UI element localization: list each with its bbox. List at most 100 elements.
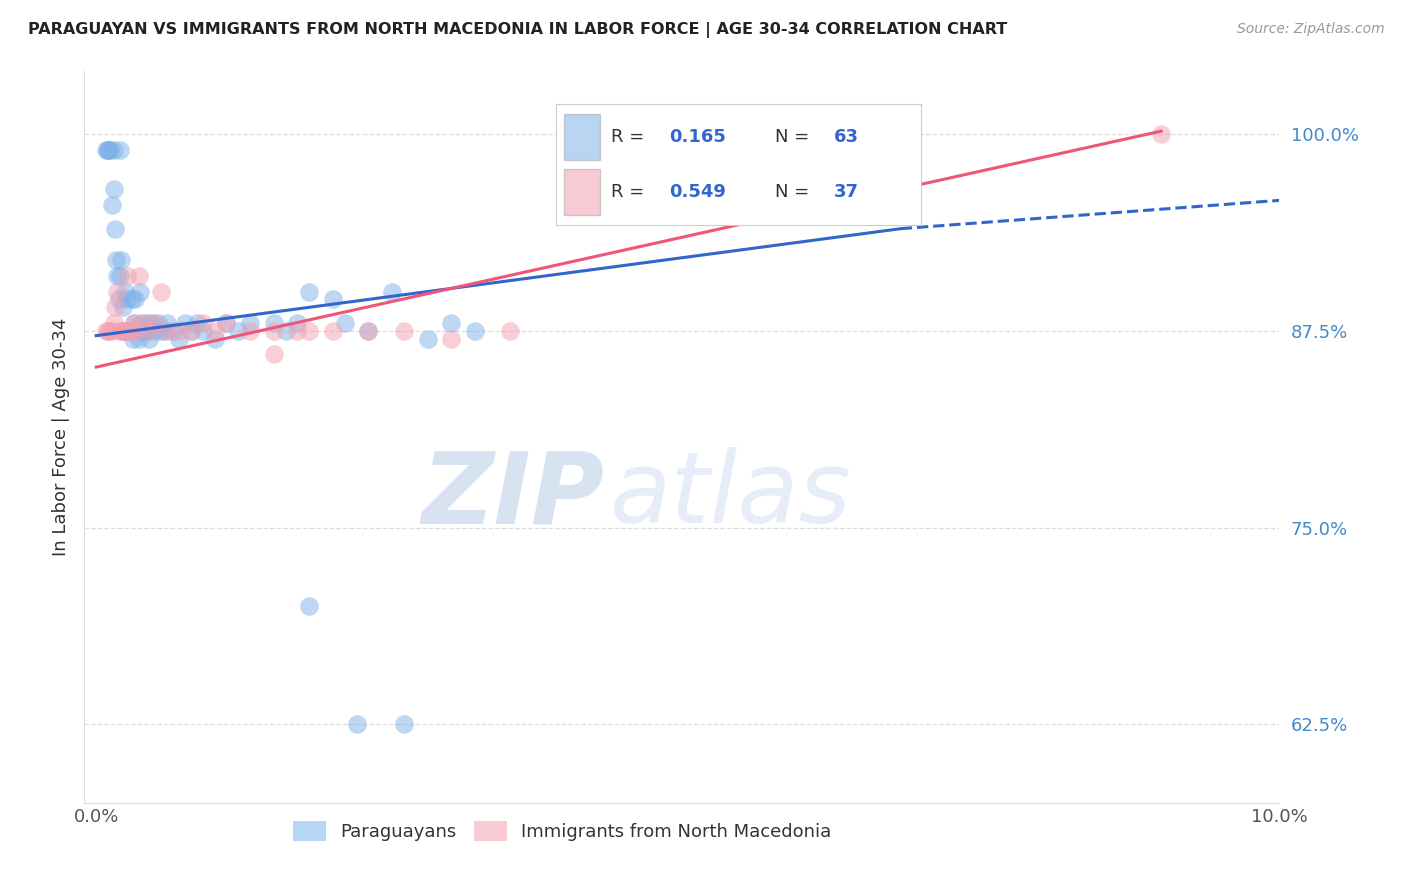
Point (180, 324, 202, 338)
Point (162, 324, 184, 338)
Point (274, 324, 297, 338)
Point (124, 293, 146, 307)
Point (153, 324, 176, 338)
Point (156, 324, 179, 338)
Point (100, 198, 122, 212)
Point (97, 143, 120, 157)
Point (263, 347, 285, 361)
Legend: Paraguayans, Immigrants from North Macedonia: Paraguayans, Immigrants from North Maced… (285, 814, 839, 848)
Point (146, 316, 169, 330)
Point (112, 301, 135, 315)
Point (357, 324, 380, 338)
Point (104, 221, 127, 235)
Point (239, 316, 262, 330)
Point (298, 599, 321, 614)
Point (215, 316, 238, 330)
Text: atlas: atlas (610, 447, 852, 544)
Point (108, 324, 131, 338)
Point (322, 324, 344, 338)
Point (100, 324, 122, 338)
Point (118, 324, 141, 338)
Point (104, 301, 127, 315)
Point (226, 324, 249, 338)
Y-axis label: In Labor Force | Age 30-34: In Labor Force | Age 30-34 (52, 318, 70, 557)
Point (107, 293, 129, 307)
Point (122, 332, 145, 346)
Point (98, 324, 121, 338)
Text: PARAGUAYAN VS IMMIGRANTS FROM NORTH MACEDONIA IN LABOR FORCE | AGE 30-34 CORRELA: PARAGUAYAN VS IMMIGRANTS FROM NORTH MACE… (28, 22, 1007, 38)
Point (346, 717, 368, 731)
Point (263, 324, 285, 338)
Point (167, 332, 190, 346)
Point (499, 324, 522, 338)
Point (108, 143, 131, 157)
Point (129, 285, 152, 299)
Point (440, 332, 463, 346)
Point (128, 332, 150, 346)
Point (1150, 128, 1173, 142)
Point (141, 316, 163, 330)
Point (121, 324, 143, 338)
Point (285, 316, 308, 330)
Point (132, 316, 155, 330)
Point (215, 316, 238, 330)
Point (150, 324, 173, 338)
Point (440, 316, 463, 330)
Point (125, 324, 148, 338)
Point (118, 324, 141, 338)
Point (132, 324, 155, 338)
Point (263, 316, 285, 330)
Point (298, 324, 321, 338)
Point (174, 316, 197, 330)
Point (135, 324, 157, 338)
Point (416, 332, 439, 346)
Point (204, 332, 226, 346)
Point (138, 332, 160, 346)
Point (285, 324, 308, 338)
Point (392, 717, 415, 731)
Point (114, 324, 136, 338)
Point (239, 324, 262, 338)
Text: Source: ZipAtlas.com: Source: ZipAtlas.com (1237, 22, 1385, 37)
Point (167, 324, 190, 338)
Point (114, 285, 136, 299)
Point (143, 316, 166, 330)
Point (103, 143, 125, 157)
Point (111, 324, 134, 338)
Point (191, 324, 214, 338)
Point (100, 143, 122, 157)
Point (105, 253, 128, 268)
Point (156, 316, 179, 330)
Point (110, 253, 132, 268)
Point (94, 324, 117, 338)
Point (128, 268, 150, 283)
Point (122, 316, 145, 330)
Point (103, 316, 125, 330)
Point (107, 268, 129, 283)
Point (298, 285, 321, 299)
Point (180, 324, 202, 338)
Point (114, 324, 136, 338)
Point (392, 324, 415, 338)
Point (108, 268, 131, 283)
Point (186, 316, 208, 330)
Point (127, 324, 149, 338)
Point (115, 268, 138, 283)
Point (107, 285, 129, 299)
Point (381, 285, 404, 299)
Point (138, 324, 160, 338)
Point (129, 316, 152, 330)
Point (204, 324, 226, 338)
Point (322, 293, 344, 307)
Point (464, 324, 486, 338)
Point (143, 324, 166, 338)
Point (333, 316, 356, 330)
Point (122, 316, 145, 330)
Point (97, 143, 120, 157)
Point (121, 293, 143, 307)
Point (150, 285, 173, 299)
Point (136, 316, 159, 330)
Point (111, 324, 134, 338)
Text: ZIP: ZIP (422, 447, 605, 544)
Point (97, 143, 120, 157)
